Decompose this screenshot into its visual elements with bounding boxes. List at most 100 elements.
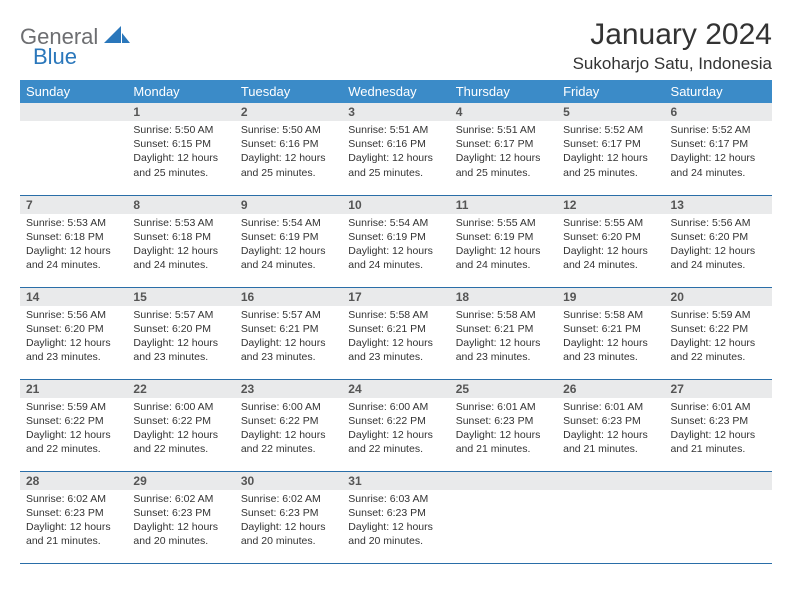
sunset-text: Sunset: 6:22 PM [133, 414, 228, 428]
sunrise-text: Sunrise: 5:52 AM [671, 123, 766, 137]
sunset-text: Sunset: 6:22 PM [241, 414, 336, 428]
daylight-text: Daylight: 12 hours and 23 minutes. [133, 336, 228, 364]
sunrise-text: Sunrise: 6:02 AM [241, 492, 336, 506]
day-number: 16 [235, 288, 342, 306]
sunrise-text: Sunrise: 5:58 AM [348, 308, 443, 322]
calendar-cell: 27Sunrise: 6:01 AMSunset: 6:23 PMDayligh… [665, 379, 772, 471]
sunset-text: Sunset: 6:23 PM [348, 506, 443, 520]
sunset-text: Sunset: 6:23 PM [133, 506, 228, 520]
day-body: Sunrise: 6:01 AMSunset: 6:23 PMDaylight:… [450, 398, 557, 461]
calendar-cell [557, 471, 664, 563]
day-number: 31 [342, 472, 449, 490]
day-body: Sunrise: 5:53 AMSunset: 6:18 PMDaylight:… [127, 214, 234, 277]
day-body: Sunrise: 5:55 AMSunset: 6:19 PMDaylight:… [450, 214, 557, 277]
calendar-cell: 11Sunrise: 5:55 AMSunset: 6:19 PMDayligh… [450, 195, 557, 287]
calendar-cell: 20Sunrise: 5:59 AMSunset: 6:22 PMDayligh… [665, 287, 772, 379]
day-number: 7 [20, 196, 127, 214]
daylight-text: Daylight: 12 hours and 25 minutes. [133, 151, 228, 179]
day-body: Sunrise: 5:54 AMSunset: 6:19 PMDaylight:… [235, 214, 342, 277]
daylight-text: Daylight: 12 hours and 21 minutes. [671, 428, 766, 456]
calendar-week: 28Sunrise: 6:02 AMSunset: 6:23 PMDayligh… [20, 471, 772, 563]
sunrise-text: Sunrise: 5:56 AM [671, 216, 766, 230]
daylight-text: Daylight: 12 hours and 25 minutes. [563, 151, 658, 179]
calendar-cell [665, 471, 772, 563]
day-body: Sunrise: 6:02 AMSunset: 6:23 PMDaylight:… [127, 490, 234, 553]
daylight-text: Daylight: 12 hours and 21 minutes. [26, 520, 121, 548]
day-body: Sunrise: 5:50 AMSunset: 6:15 PMDaylight:… [127, 121, 234, 184]
calendar-cell: 21Sunrise: 5:59 AMSunset: 6:22 PMDayligh… [20, 379, 127, 471]
daylight-text: Daylight: 12 hours and 20 minutes. [241, 520, 336, 548]
calendar-week: 1Sunrise: 5:50 AMSunset: 6:15 PMDaylight… [20, 103, 772, 195]
weekday-sunday: Sunday [20, 80, 127, 103]
day-number: 19 [557, 288, 664, 306]
calendar-cell: 4Sunrise: 5:51 AMSunset: 6:17 PMDaylight… [450, 103, 557, 195]
day-number [557, 472, 664, 490]
daylight-text: Daylight: 12 hours and 24 minutes. [671, 151, 766, 179]
day-body: Sunrise: 5:54 AMSunset: 6:19 PMDaylight:… [342, 214, 449, 277]
daylight-text: Daylight: 12 hours and 20 minutes. [133, 520, 228, 548]
daylight-text: Daylight: 12 hours and 23 minutes. [348, 336, 443, 364]
day-body: Sunrise: 5:57 AMSunset: 6:21 PMDaylight:… [235, 306, 342, 369]
daylight-text: Daylight: 12 hours and 24 minutes. [241, 244, 336, 272]
logo-sub-wrap: Blue [33, 44, 77, 70]
sunset-text: Sunset: 6:17 PM [456, 137, 551, 151]
day-body [665, 490, 772, 496]
sunset-text: Sunset: 6:23 PM [671, 414, 766, 428]
sunrise-text: Sunrise: 5:54 AM [348, 216, 443, 230]
weekday-saturday: Saturday [665, 80, 772, 103]
location-label: Sukoharjo Satu, Indonesia [573, 54, 772, 74]
day-body [20, 121, 127, 127]
daylight-text: Daylight: 12 hours and 24 minutes. [26, 244, 121, 272]
day-body: Sunrise: 6:02 AMSunset: 6:23 PMDaylight:… [20, 490, 127, 553]
day-body: Sunrise: 5:58 AMSunset: 6:21 PMDaylight:… [450, 306, 557, 369]
day-number: 12 [557, 196, 664, 214]
day-body: Sunrise: 5:52 AMSunset: 6:17 PMDaylight:… [557, 121, 664, 184]
calendar-cell: 13Sunrise: 5:56 AMSunset: 6:20 PMDayligh… [665, 195, 772, 287]
calendar-cell: 25Sunrise: 6:01 AMSunset: 6:23 PMDayligh… [450, 379, 557, 471]
sunset-text: Sunset: 6:17 PM [671, 137, 766, 151]
daylight-text: Daylight: 12 hours and 24 minutes. [133, 244, 228, 272]
day-body [450, 490, 557, 496]
sunrise-text: Sunrise: 6:01 AM [671, 400, 766, 414]
daylight-text: Daylight: 12 hours and 24 minutes. [671, 244, 766, 272]
sunrise-text: Sunrise: 6:00 AM [241, 400, 336, 414]
day-number [450, 472, 557, 490]
day-number: 8 [127, 196, 234, 214]
day-number: 4 [450, 103, 557, 121]
calendar-page: General January 2024 Sukoharjo Satu, Ind… [0, 0, 792, 574]
day-body: Sunrise: 5:51 AMSunset: 6:16 PMDaylight:… [342, 121, 449, 184]
logo-mark-icon [104, 26, 130, 49]
weekday-row: Sunday Monday Tuesday Wednesday Thursday… [20, 80, 772, 103]
day-number: 17 [342, 288, 449, 306]
daylight-text: Daylight: 12 hours and 22 minutes. [671, 336, 766, 364]
sunrise-text: Sunrise: 6:00 AM [133, 400, 228, 414]
calendar-cell: 18Sunrise: 5:58 AMSunset: 6:21 PMDayligh… [450, 287, 557, 379]
sunset-text: Sunset: 6:20 PM [133, 322, 228, 336]
day-number: 6 [665, 103, 772, 121]
daylight-text: Daylight: 12 hours and 24 minutes. [348, 244, 443, 272]
sunrise-text: Sunrise: 6:02 AM [26, 492, 121, 506]
title-block: January 2024 Sukoharjo Satu, Indonesia [573, 18, 772, 74]
calendar-cell: 8Sunrise: 5:53 AMSunset: 6:18 PMDaylight… [127, 195, 234, 287]
sunrise-text: Sunrise: 5:51 AM [456, 123, 551, 137]
sunset-text: Sunset: 6:23 PM [26, 506, 121, 520]
sunrise-text: Sunrise: 5:51 AM [348, 123, 443, 137]
sunrise-text: Sunrise: 5:53 AM [26, 216, 121, 230]
day-number: 1 [127, 103, 234, 121]
calendar-cell [20, 103, 127, 195]
sunset-text: Sunset: 6:18 PM [26, 230, 121, 244]
day-body: Sunrise: 6:00 AMSunset: 6:22 PMDaylight:… [342, 398, 449, 461]
calendar-cell: 9Sunrise: 5:54 AMSunset: 6:19 PMDaylight… [235, 195, 342, 287]
day-number: 5 [557, 103, 664, 121]
sunset-text: Sunset: 6:22 PM [26, 414, 121, 428]
calendar-cell: 7 Sunrise: 5:53 AMSunset: 6:18 PMDaylight… [20, 195, 127, 287]
calendar-cell: 5Sunrise: 5:52 AMSunset: 6:17 PMDaylight… [557, 103, 664, 195]
weekday-friday: Friday [557, 80, 664, 103]
day-body: Sunrise: 5:58 AMSunset: 6:21 PMDaylight:… [342, 306, 449, 369]
day-number: 9 [235, 196, 342, 214]
day-number: 25 [450, 380, 557, 398]
daylight-text: Daylight: 12 hours and 25 minutes. [348, 151, 443, 179]
calendar-cell: 14Sunrise: 5:56 AMSunset: 6:20 PMDayligh… [20, 287, 127, 379]
sunset-text: Sunset: 6:20 PM [26, 322, 121, 336]
sunrise-text: Sunrise: 6:02 AM [133, 492, 228, 506]
